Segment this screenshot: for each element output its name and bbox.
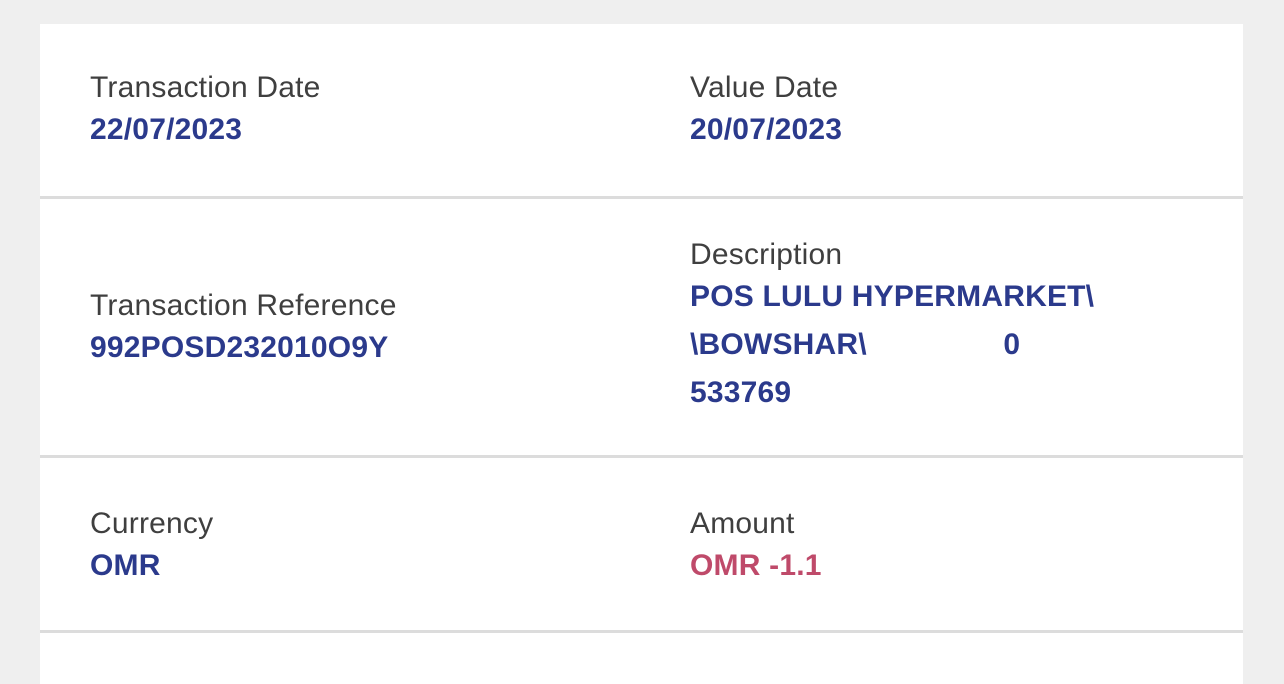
description-field: Description POS LULU HYPERMARKET\ \BOWSH… xyxy=(690,237,1203,417)
transaction-reference-value: 992POSD232010O9Y xyxy=(90,331,389,364)
currency-amount-row: Currency OMR Amount OMR -1.1 xyxy=(40,458,1243,633)
transaction-details-card: Transaction Date 22/07/2023 Value Date 2… xyxy=(40,24,1243,684)
amount-field: Amount OMR -1.1 xyxy=(690,506,1203,584)
currency-field: Currency OMR xyxy=(90,506,690,584)
dates-row: Transaction Date 22/07/2023 Value Date 2… xyxy=(40,24,1243,199)
description-value: POS LULU HYPERMARKET\ \BOWSHAR\ 0 533769 xyxy=(690,280,1095,409)
value-date-value: 20/07/2023 xyxy=(690,113,843,146)
transaction-date-field: Transaction Date 22/07/2023 xyxy=(90,70,690,148)
transaction-reference-label: Transaction Reference xyxy=(90,289,397,322)
currency-value: OMR xyxy=(90,549,161,582)
transaction-date-label: Transaction Date xyxy=(90,71,321,104)
amount-value: OMR -1.1 xyxy=(690,549,822,582)
amount-label: Amount xyxy=(690,507,795,540)
description-label: Description xyxy=(690,238,843,271)
transaction-date-value: 22/07/2023 xyxy=(90,113,243,146)
currency-label: Currency xyxy=(90,507,214,540)
value-date-field: Value Date 20/07/2023 xyxy=(690,70,1203,148)
reference-description-row: Transaction Reference 992POSD232010O9Y D… xyxy=(40,199,1243,458)
transaction-reference-field: Transaction Reference 992POSD232010O9Y xyxy=(90,288,690,366)
value-date-label: Value Date xyxy=(690,71,839,104)
